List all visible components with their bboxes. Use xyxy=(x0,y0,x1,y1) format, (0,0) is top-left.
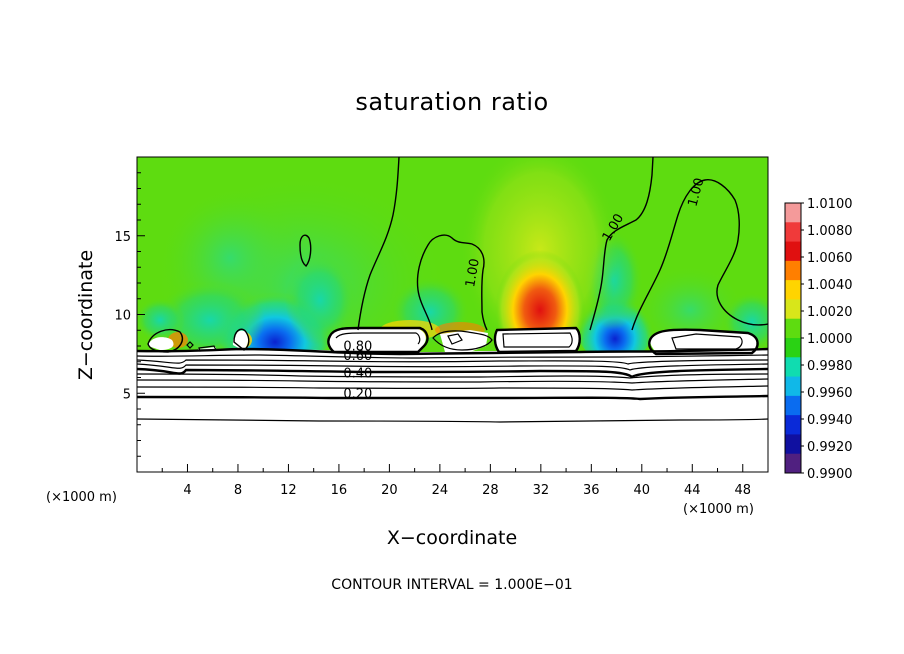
colorbar-swatch xyxy=(785,434,801,455)
colorbar-label: 0.9980 xyxy=(807,359,853,374)
x-tick-label: 12 xyxy=(280,483,297,498)
contour-label: 0.20 xyxy=(343,387,372,402)
colorbar-swatch xyxy=(785,241,801,262)
x-tick-label: 48 xyxy=(734,483,751,498)
colorbar-swatch xyxy=(785,222,801,243)
x-tick-label: 32 xyxy=(533,483,550,498)
x-tick-label: 44 xyxy=(684,483,701,498)
colorbar-label: 0.9940 xyxy=(807,413,853,428)
colorbar-swatch xyxy=(785,338,801,358)
x-tick-label: 4 xyxy=(183,483,191,498)
x-tick-label: 36 xyxy=(583,483,600,498)
colorbar-swatch xyxy=(785,318,801,339)
colorbar-swatch xyxy=(785,415,801,435)
contour-lines xyxy=(137,157,768,423)
x-tick-label: 40 xyxy=(634,483,651,498)
x-axis: 4 8 12 16 20 24 28 32 36 40 44 48 xyxy=(161,464,751,498)
contour-label: 1.00 xyxy=(463,257,483,288)
chart-title: saturation ratio xyxy=(355,88,549,116)
x-tick-label: 20 xyxy=(381,483,398,498)
colorbar-label: 0.9900 xyxy=(807,467,853,482)
colorbar-swatch xyxy=(785,260,801,281)
y-tick-label: 15 xyxy=(114,230,131,245)
contour-label: 0.40 xyxy=(343,367,372,382)
colorbar-label: 1.0040 xyxy=(807,278,853,293)
contour-interval-note: CONTOUR INTERVAL = 1.000E−01 xyxy=(331,577,573,593)
y-axis: 5 10 15 xyxy=(114,172,145,457)
x-tick-label: 8 xyxy=(234,483,242,498)
colorbar: 1.0100 1.0080 1.0060 1.0040 1.0020 1.0000 0.99… xyxy=(784,197,853,482)
colorbar-label: 1.0080 xyxy=(807,224,853,239)
y-tick-label: 5 xyxy=(123,387,131,402)
colorbar-label: 1.0100 xyxy=(807,197,853,212)
colorbar-swatch xyxy=(785,395,801,416)
contour-label: 0.60 xyxy=(343,349,372,364)
colorbar-label: 0.9920 xyxy=(807,440,853,455)
colorbar-label: 1.0000 xyxy=(807,332,853,347)
colorbar-swatch xyxy=(785,453,801,474)
contour-label: 0.80 xyxy=(343,340,372,355)
contour-label: 1.00 xyxy=(685,176,707,208)
colorbar-swatch xyxy=(785,376,801,397)
colorbar-label: 1.0060 xyxy=(807,251,853,266)
colorbar-swatch xyxy=(785,280,801,300)
x-axis-unit: (×1000 m) xyxy=(683,502,754,517)
x-axis-title: X−coordinate xyxy=(386,527,518,549)
x-tick-label: 28 xyxy=(482,483,499,498)
colorbar-label: 0.9960 xyxy=(807,386,853,401)
saturation-field xyxy=(137,157,768,472)
colorbar-swatch xyxy=(785,203,801,223)
y-axis-title: Z−coordinate xyxy=(75,249,97,381)
colorbar-swatch xyxy=(785,299,801,320)
colorbar-label: 1.0020 xyxy=(807,305,853,320)
y-axis-unit: (×1000 m) xyxy=(46,490,117,505)
x-tick-label: 24 xyxy=(432,483,449,498)
y-tick-label: 10 xyxy=(114,309,131,324)
colorbar-swatch xyxy=(785,357,801,378)
x-tick-label: 16 xyxy=(331,483,348,498)
